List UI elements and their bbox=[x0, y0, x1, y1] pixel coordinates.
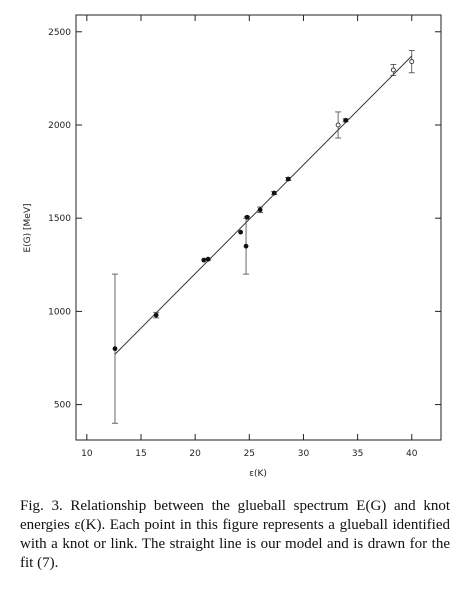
y-tick-label: 2000 bbox=[48, 121, 71, 131]
y-tick-label: 2500 bbox=[48, 28, 71, 38]
x-tick-label: 20 bbox=[189, 449, 201, 459]
fit-line bbox=[114, 55, 413, 355]
data-point bbox=[390, 67, 396, 73]
y-tick-label: 500 bbox=[54, 401, 71, 411]
x-tick-label: 35 bbox=[352, 449, 363, 459]
data-point bbox=[243, 243, 249, 249]
data-point bbox=[153, 312, 159, 318]
caption: Fig. 3. Relationship between the gluebal… bbox=[20, 498, 450, 571]
data-point bbox=[238, 229, 244, 235]
y-tick-label: 1000 bbox=[48, 307, 71, 317]
plot-frame bbox=[75, 14, 442, 441]
data-point bbox=[205, 256, 211, 262]
x-tick-label: 10 bbox=[81, 449, 93, 459]
data-point bbox=[409, 59, 415, 65]
y-tick-label: 1500 bbox=[48, 214, 71, 224]
x-tick-label: 30 bbox=[298, 449, 310, 459]
data-point bbox=[343, 117, 349, 123]
x-tick-label: 40 bbox=[406, 449, 418, 459]
data-point bbox=[285, 176, 291, 182]
data-point bbox=[112, 346, 118, 352]
data-point bbox=[335, 122, 341, 128]
y-axis-label: E(G) [MeV] bbox=[23, 203, 33, 252]
data-point bbox=[244, 214, 250, 220]
x-axis-label: ε(K) bbox=[249, 469, 267, 479]
data-point bbox=[257, 207, 263, 213]
x-tick-label: 25 bbox=[244, 449, 255, 459]
x-tick-label: 15 bbox=[135, 449, 146, 459]
data-point bbox=[271, 190, 277, 196]
chart: ε(K) E(G) [MeV] 10 15 20 25 30 35 40 500 1000 150… bbox=[23, 14, 442, 479]
